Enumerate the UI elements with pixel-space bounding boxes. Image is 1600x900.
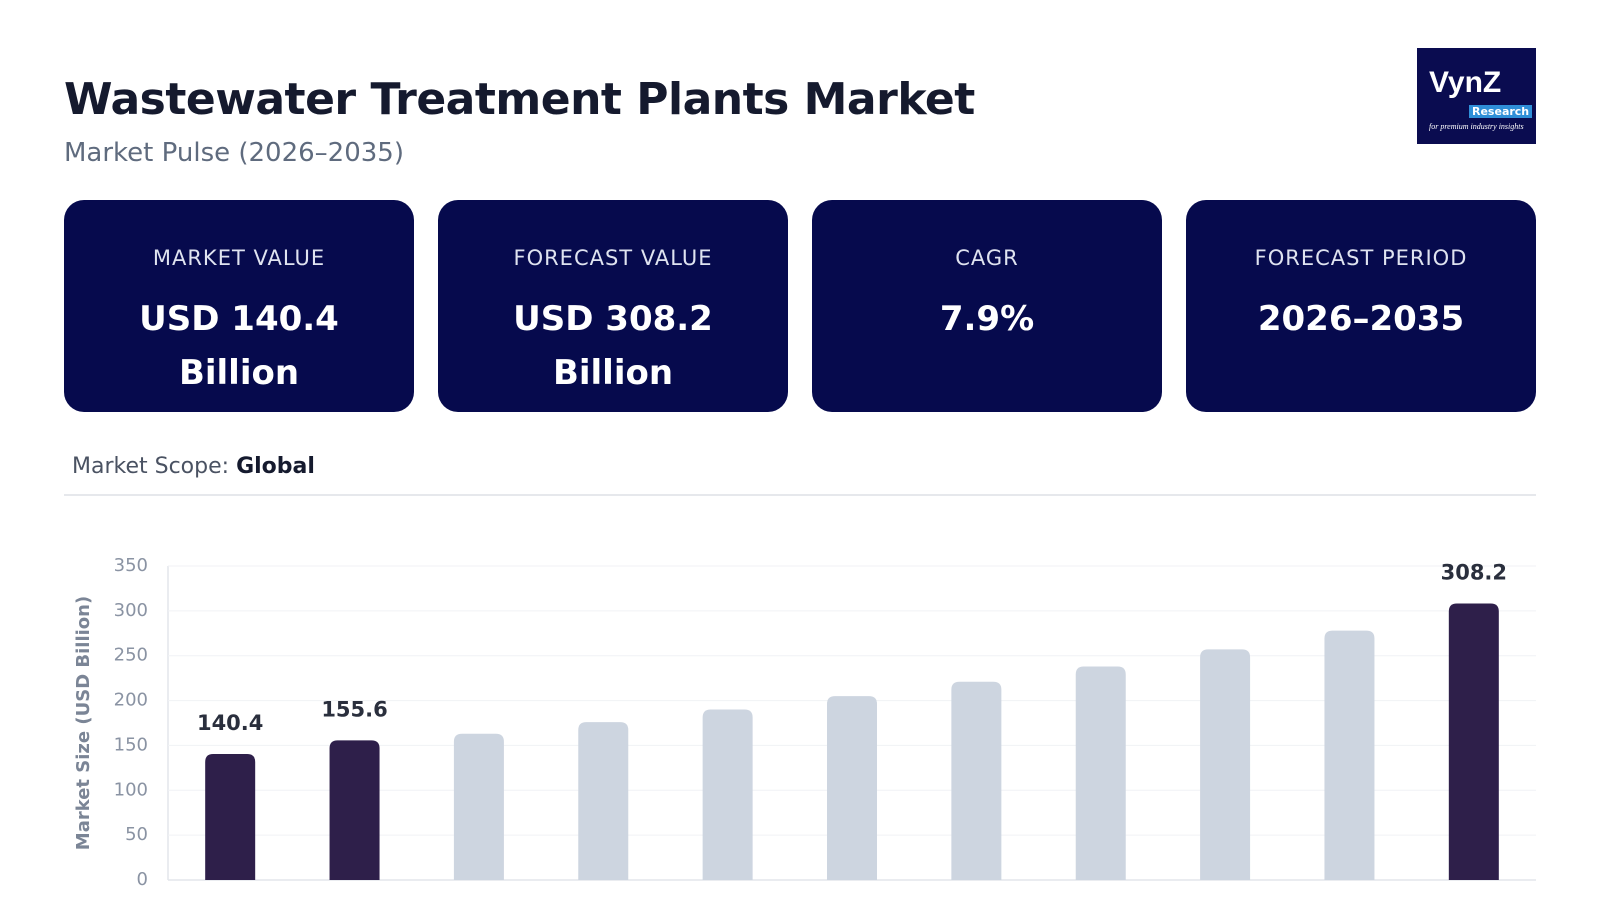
card-value: 2026–2035 <box>1257 299 1465 339</box>
bar <box>1448 603 1499 880</box>
stat-card: CAGR 7.9% <box>812 200 1162 412</box>
card-value: USD 308.2 Billion <box>513 299 713 393</box>
divider <box>64 494 1536 496</box>
stat-card: FORECAST VALUE USD 308.2 Billion <box>438 200 788 412</box>
bar <box>702 709 753 880</box>
bar <box>578 722 629 880</box>
market-scope: Market Scope: Global <box>72 454 315 479</box>
page-subtitle: Market Pulse (2026–2035) <box>64 138 404 168</box>
data-label: 308.2 <box>1441 561 1507 585</box>
stat-card: MARKET VALUE USD 140.4 Billion <box>64 200 414 412</box>
card-label: FORECAST VALUE <box>513 246 713 270</box>
y-axis-label: Market Size (USD Billion) <box>73 596 94 850</box>
logo-brand: VynZ <box>1429 66 1502 99</box>
stat-card: FORECAST PERIOD 2026–2035 <box>1186 200 1536 412</box>
scope-label: Market Scope: <box>72 454 230 479</box>
bar <box>1324 630 1375 880</box>
y-tick-label: 200 <box>114 690 148 711</box>
y-tick-label: 300 <box>114 600 148 621</box>
bar <box>205 754 256 880</box>
card-label: FORECAST PERIOD <box>1254 246 1468 270</box>
card-label: CAGR <box>955 246 1019 270</box>
bar <box>329 740 380 880</box>
bar <box>1200 649 1251 880</box>
y-tick-label: 50 <box>125 824 148 845</box>
bar <box>827 696 877 880</box>
card-value: 7.9% <box>939 299 1035 339</box>
logo-tagline: for premium industry insights <box>1429 122 1524 131</box>
y-tick-label: 350 <box>114 555 148 576</box>
y-tick-label: 100 <box>114 779 148 800</box>
page-title: Wastewater Treatment Plants Market <box>64 74 975 125</box>
data-label: 155.6 <box>321 697 387 721</box>
y-tick-label: 250 <box>114 645 148 666</box>
card-value: USD 140.4 Billion <box>139 299 339 393</box>
y-tick-label: 150 <box>114 734 148 755</box>
card-label: MARKET VALUE <box>152 246 326 270</box>
bar <box>1075 666 1126 880</box>
logo-sub: Research <box>1469 105 1533 118</box>
logo: VynZ Research for premium industry insig… <box>1417 48 1536 144</box>
bar <box>453 733 504 880</box>
scope-value: Global <box>236 454 315 479</box>
bar <box>951 681 1002 880</box>
y-tick-label: 0 <box>137 869 148 890</box>
data-label: 140.4 <box>197 711 263 735</box>
